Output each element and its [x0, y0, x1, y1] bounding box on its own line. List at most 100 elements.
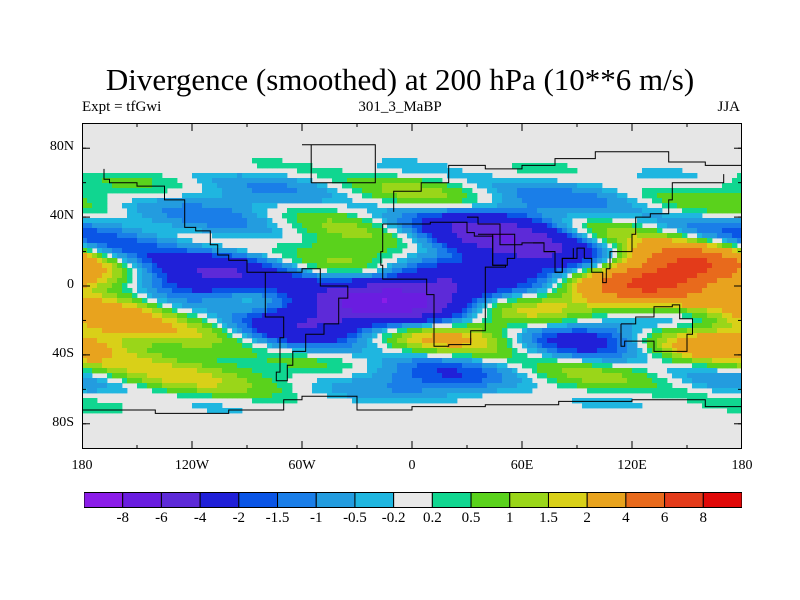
field-cell	[657, 263, 663, 269]
field-cell	[272, 193, 278, 199]
field-cell	[187, 228, 193, 234]
field-cell	[317, 198, 323, 204]
field-cell	[112, 183, 118, 189]
field-cell	[502, 223, 508, 229]
field-cell	[497, 303, 503, 309]
field-cell	[567, 283, 573, 289]
field-cell	[117, 188, 123, 194]
field-cell	[207, 303, 213, 309]
field-cell	[187, 253, 193, 259]
field-cell	[512, 193, 518, 199]
field-cell	[597, 288, 603, 294]
field-cell	[617, 388, 623, 394]
field-cell	[317, 303, 323, 309]
field-cell	[552, 218, 558, 224]
field-cell	[337, 308, 343, 314]
field-cell	[117, 313, 123, 319]
field-cell	[127, 288, 133, 294]
field-cell	[472, 333, 478, 339]
field-cell	[162, 223, 168, 229]
field-cell	[257, 253, 263, 259]
field-cell	[87, 198, 93, 204]
field-cell	[652, 258, 658, 264]
field-cell	[227, 248, 233, 254]
field-cell	[562, 278, 568, 284]
field-cell	[502, 333, 508, 339]
field-cell	[367, 348, 373, 354]
field-cell	[497, 353, 503, 359]
field-cell	[382, 278, 388, 284]
field-cell	[312, 183, 318, 189]
field-cell	[582, 198, 588, 204]
field-cell	[267, 203, 273, 209]
field-cell	[362, 193, 368, 199]
field-cell	[262, 203, 268, 209]
field-cell	[247, 188, 253, 194]
field-cell	[402, 303, 408, 309]
field-cell	[117, 293, 123, 299]
field-cell	[117, 308, 123, 314]
field-cell	[522, 253, 528, 259]
field-cell	[627, 208, 633, 214]
field-cell	[552, 248, 558, 254]
field-cell	[672, 193, 678, 199]
field-cell	[207, 203, 213, 209]
field-cell	[437, 163, 443, 169]
field-cell	[432, 263, 438, 269]
field-cell	[82, 278, 88, 284]
field-cell	[292, 178, 298, 184]
field-cell	[357, 228, 363, 234]
field-cell	[97, 203, 103, 209]
field-cell	[677, 323, 683, 329]
field-cell	[322, 208, 328, 214]
field-cell	[562, 338, 568, 344]
field-cell	[397, 368, 403, 374]
field-cell	[327, 363, 333, 369]
field-cell	[682, 238, 688, 244]
field-cell	[87, 228, 93, 234]
field-cell	[177, 368, 183, 374]
field-cell	[177, 213, 183, 219]
field-cell	[342, 363, 348, 369]
field-cell	[432, 398, 438, 404]
field-cell	[532, 363, 538, 369]
field-cell	[477, 228, 483, 234]
field-cell	[87, 373, 93, 379]
field-cell	[412, 223, 418, 229]
field-cell	[422, 328, 428, 334]
field-cell	[127, 368, 133, 374]
field-cell	[242, 368, 248, 374]
field-cell	[207, 183, 213, 189]
field-cell	[552, 368, 558, 374]
field-cell	[482, 348, 488, 354]
field-cell	[307, 228, 313, 234]
field-cell	[572, 323, 578, 329]
field-cell	[82, 193, 88, 199]
field-cell	[97, 278, 103, 284]
field-cell	[432, 333, 438, 339]
field-cell	[187, 338, 193, 344]
field-cell	[412, 368, 418, 374]
field-cell	[597, 218, 603, 224]
field-cell	[662, 258, 668, 264]
field-cell	[307, 268, 313, 274]
field-cell	[357, 273, 363, 279]
field-cell	[597, 378, 603, 384]
field-cell	[592, 293, 598, 299]
field-cell	[522, 208, 528, 214]
field-cell	[317, 313, 323, 319]
field-cell	[657, 353, 663, 359]
field-cell	[302, 368, 308, 374]
field-cell	[382, 248, 388, 254]
field-cell	[127, 223, 133, 229]
field-cell	[412, 208, 418, 214]
field-cell	[587, 358, 593, 364]
field-cell	[202, 258, 208, 264]
field-cell	[382, 273, 388, 279]
field-cell	[167, 383, 173, 389]
field-cell	[87, 298, 93, 304]
field-cell	[537, 333, 543, 339]
field-cell	[207, 218, 213, 224]
field-cell	[482, 378, 488, 384]
field-cell	[542, 188, 548, 194]
